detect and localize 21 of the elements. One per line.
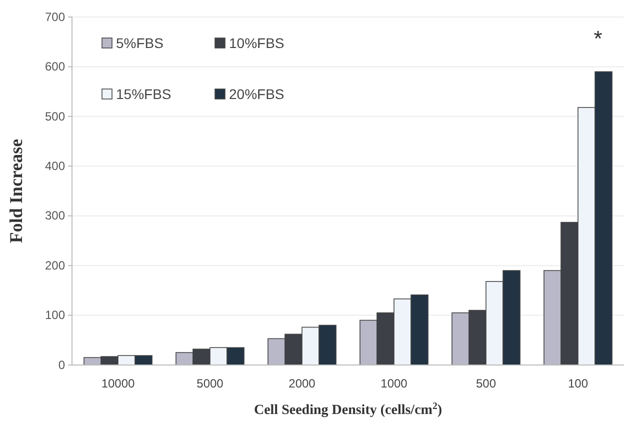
y-tick-label: 100 — [44, 308, 66, 322]
x-tick-label: 2000 — [288, 376, 316, 391]
y-tick-label: 200 — [44, 258, 66, 272]
legend-label: 5%FBS — [116, 35, 164, 51]
annotation: * — [594, 26, 603, 51]
y-tick-label: 300 — [44, 208, 66, 223]
y-tick-label: 400 — [44, 158, 66, 173]
x-tick-label: 10000 — [101, 376, 136, 391]
y-tick-label: 600 — [44, 60, 66, 74]
y-tick-label: 0 — [58, 358, 66, 372]
legend-label: 10%FBS — [229, 35, 284, 51]
y-tick-label: 500 — [44, 109, 66, 124]
x-tick-label: 1000 — [380, 376, 408, 391]
x-tick-label: 5000 — [196, 376, 224, 391]
y-axis-title: Fold Increase — [6, 138, 26, 244]
legend-label: 15%FBS — [116, 86, 172, 102]
x-axis-title: Cell Seeding Density (cells/cm$^{2}$) — [254, 400, 442, 418]
y-tick-label: 700 — [44, 10, 66, 24]
x-tick-label: 100 — [568, 376, 588, 391]
x-tick-label: 500 — [476, 376, 496, 391]
legend-label: 20%FBS — [229, 86, 284, 102]
